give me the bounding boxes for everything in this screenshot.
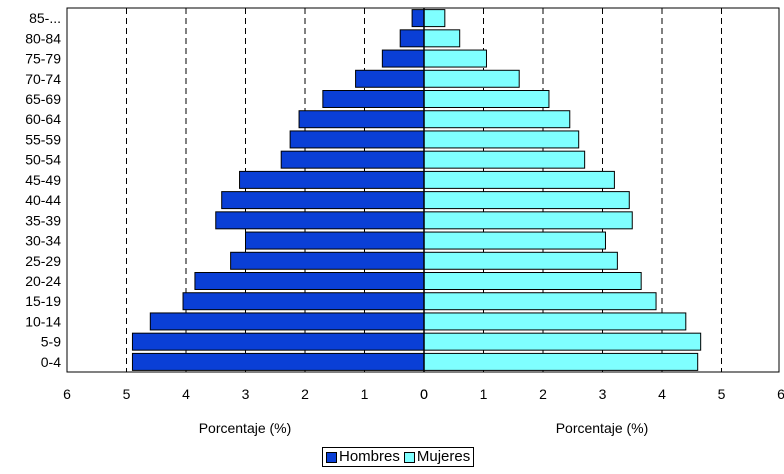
y-tick-label: 15-19 — [25, 293, 61, 309]
legend-label-hombres: Hombres — [339, 448, 400, 465]
x-tick-label: 5 — [123, 386, 131, 402]
bar-hombres-85-... — [411, 9, 425, 28]
y-tick-label: 10-14 — [25, 313, 61, 329]
bar-mujeres-40-44 — [423, 191, 630, 210]
bar-hombres-25-29 — [230, 251, 425, 270]
y-tick-label: 5-9 — [41, 334, 61, 350]
bar-mujeres-50-54 — [423, 150, 586, 169]
x-tick-label: 5 — [718, 386, 726, 402]
plot-frame — [66, 7, 780, 373]
x-tick-label: 3 — [599, 386, 607, 402]
y-tick-label: 75-79 — [25, 51, 61, 67]
x-tick-label: 3 — [242, 386, 250, 402]
bar-mujeres-35-39 — [423, 211, 633, 230]
bar-mujeres-70-74 — [423, 69, 520, 88]
bar-hombres-5-9 — [131, 332, 425, 351]
x-tick-label: 6 — [63, 386, 71, 402]
bar-hombres-0-4 — [131, 352, 425, 371]
bar-mujeres-20-24 — [423, 272, 642, 290]
bar-hombres-40-44 — [221, 191, 425, 210]
y-tick-label: 0-4 — [41, 354, 61, 370]
y-tick-label: 40-44 — [25, 192, 61, 208]
bar-mujeres-80-84 — [423, 29, 461, 48]
bar-hombres-55-59 — [289, 130, 425, 149]
y-tick-label: 50-54 — [25, 152, 61, 168]
legend-item-hombres: Hombres — [326, 448, 400, 466]
bar-mujeres-65-69 — [423, 90, 550, 108]
bar-hombres-80-84 — [399, 29, 425, 48]
bar-hombres-35-39 — [215, 211, 425, 230]
bar-hombres-45-49 — [239, 170, 425, 189]
x-tick-label: 6 — [777, 386, 784, 402]
x-tick-label: 2 — [301, 386, 309, 402]
y-tick-label: 25-29 — [25, 253, 61, 269]
bar-mujeres-10-14 — [423, 312, 687, 331]
x-axis-title-right: Porcentaje (%) — [556, 420, 649, 436]
bar-mujeres-25-29 — [423, 251, 618, 270]
legend-item-mujeres: Mujeres — [403, 448, 471, 466]
x-tick-label: 1 — [361, 386, 369, 402]
x-axis-title-left: Porcentaje (%) — [199, 420, 292, 436]
bar-mujeres-0-4 — [423, 352, 699, 371]
legend-label-mujeres: Mujeres — [416, 448, 471, 465]
legend: Hombres Mujeres — [322, 447, 475, 467]
y-tick-label: 80-84 — [25, 30, 61, 46]
legend-swatch-hombres — [326, 451, 337, 463]
x-tick-label: 2 — [539, 386, 547, 402]
bar-mujeres-5-9 — [423, 332, 702, 351]
bar-hombres-75-79 — [381, 49, 425, 68]
y-tick-label: 60-64 — [25, 111, 61, 127]
bar-hombres-65-69 — [322, 90, 425, 108]
y-tick-label: 55-59 — [25, 131, 61, 147]
y-tick-label: 30-34 — [25, 233, 61, 249]
x-tick-label: 4 — [658, 386, 666, 402]
legend-swatch-mujeres — [403, 451, 415, 463]
bar-mujeres-75-79 — [423, 49, 487, 68]
bar-mujeres-15-19 — [423, 292, 657, 311]
bar-hombres-70-74 — [355, 69, 425, 88]
bar-mujeres-85-... — [423, 9, 446, 28]
y-tick-label: 65-69 — [25, 91, 61, 107]
x-tick-label: 4 — [182, 386, 190, 402]
bar-hombres-20-24 — [194, 272, 425, 290]
bar-mujeres-60-64 — [423, 110, 571, 129]
x-tick-label: 0 — [420, 386, 428, 402]
bar-mujeres-30-34 — [423, 231, 606, 250]
bar-hombres-10-14 — [149, 312, 425, 331]
y-tick-label: 20-24 — [25, 273, 61, 289]
bar-hombres-15-19 — [182, 292, 425, 311]
bar-hombres-30-34 — [245, 231, 425, 250]
y-tick-label: 85-... — [29, 10, 61, 26]
y-tick-label: 35-39 — [25, 212, 61, 228]
bar-mujeres-55-59 — [423, 130, 580, 149]
bar-hombres-60-64 — [298, 110, 425, 129]
bar-hombres-50-54 — [280, 150, 425, 169]
y-tick-label: 70-74 — [25, 71, 61, 87]
y-tick-label: 45-49 — [25, 172, 61, 188]
x-tick-label: 0 — [420, 386, 428, 402]
x-tick-label: 1 — [480, 386, 488, 402]
bar-mujeres-45-49 — [423, 170, 615, 189]
